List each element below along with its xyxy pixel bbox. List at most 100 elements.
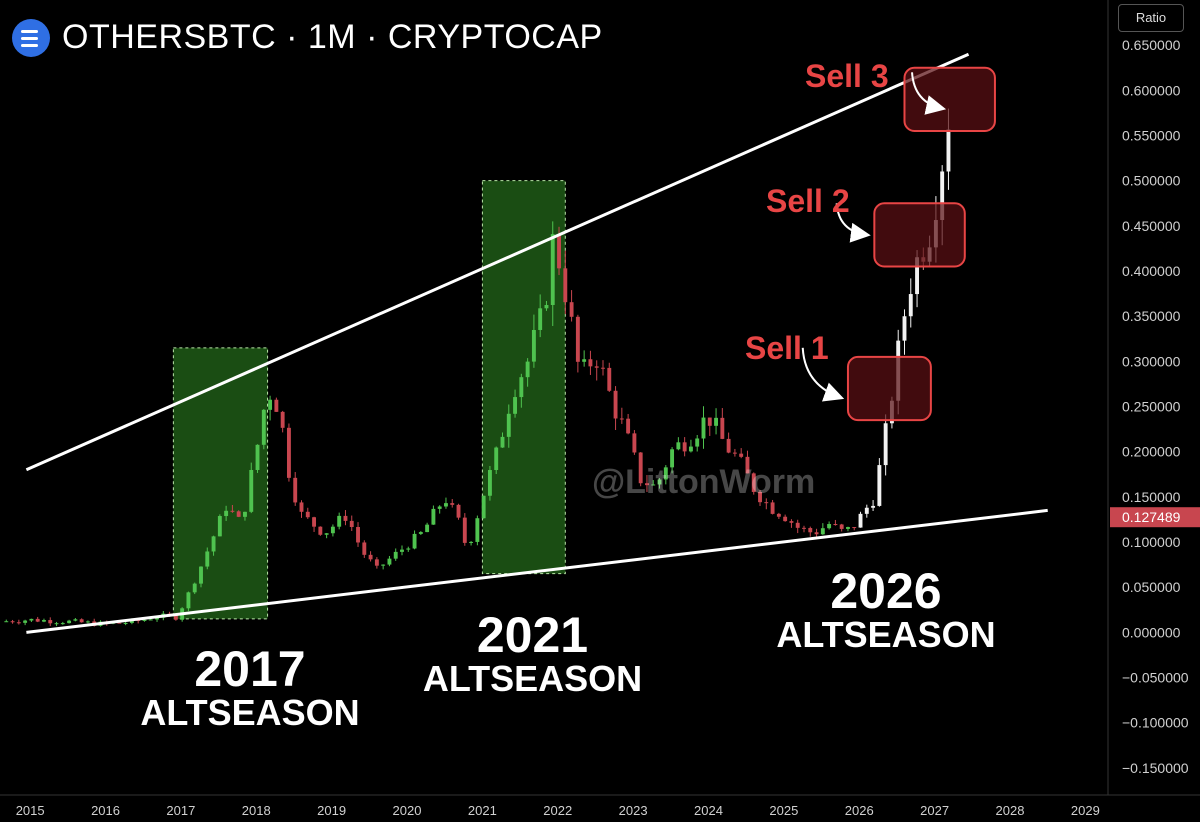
x-tick-label: 2028 xyxy=(996,803,1025,818)
candle-body xyxy=(858,513,863,528)
candle-body xyxy=(601,367,605,369)
candle-body xyxy=(10,621,15,623)
candle-body xyxy=(368,554,373,560)
candle-body xyxy=(946,129,951,172)
candle-body xyxy=(915,257,919,295)
x-tick-label: 2023 xyxy=(619,803,648,818)
candle-body xyxy=(29,618,34,621)
y-tick-label: 0.000000 xyxy=(1122,624,1181,640)
x-tick-label: 2019 xyxy=(317,803,346,818)
candle-body xyxy=(852,527,857,529)
annotation-2026: 2026 ALTSEASON xyxy=(755,566,1017,654)
candle-body xyxy=(676,442,681,450)
candle-body xyxy=(682,442,687,452)
candle-body xyxy=(877,465,882,506)
y-tick-label: 0.450000 xyxy=(1122,218,1181,234)
annotation-2017-year: 2017 xyxy=(194,641,306,697)
candle-body xyxy=(883,423,888,466)
candle-body xyxy=(494,447,499,471)
symbol-title: OTHERSBTC · 1M · CRYPTOCAP xyxy=(62,18,603,56)
candle-body xyxy=(268,399,273,410)
candle-body xyxy=(588,359,593,367)
candle-body xyxy=(575,316,580,362)
candle-body xyxy=(720,417,725,439)
candle-body xyxy=(425,524,430,533)
candle-body xyxy=(356,527,360,543)
candle-body xyxy=(142,619,147,621)
candle-body xyxy=(701,417,706,439)
candle-body xyxy=(186,592,191,609)
y-tick-label: −0.150000 xyxy=(1122,760,1189,776)
annotation-2017: 2017 ALTSEASON xyxy=(120,644,380,732)
watermark: @LittonWorm xyxy=(592,463,816,501)
x-tick-label: 2024 xyxy=(694,803,723,818)
candle-body xyxy=(525,361,530,378)
candle-body xyxy=(412,533,417,549)
candle-body xyxy=(324,533,329,535)
last-price-label: 0.127489 xyxy=(1122,509,1181,525)
candle-body xyxy=(349,520,354,528)
annotation-2021-year: 2021 xyxy=(476,607,589,663)
candle-body xyxy=(330,526,335,534)
x-tick-label: 2022 xyxy=(543,803,572,818)
candle-body xyxy=(60,623,65,625)
candle-body xyxy=(833,524,838,526)
candle-body xyxy=(236,511,241,517)
x-tick-label: 2026 xyxy=(845,803,874,818)
sell-zone-3 xyxy=(903,66,996,132)
sell-arrow-3 xyxy=(911,72,947,115)
candle-body xyxy=(199,566,203,584)
candle-body xyxy=(4,621,9,623)
candle-body xyxy=(117,622,122,624)
candle-body xyxy=(469,541,474,543)
candle-body xyxy=(67,620,72,624)
candle-body xyxy=(217,516,222,537)
candle-body xyxy=(908,294,913,317)
x-tick-label: 2025 xyxy=(769,803,798,818)
candle-body xyxy=(337,515,342,527)
candle-body xyxy=(544,305,549,309)
x-tick-label: 2017 xyxy=(166,803,195,818)
candle-body xyxy=(35,618,40,622)
candle-body xyxy=(437,506,442,509)
candle-body xyxy=(657,479,662,485)
trendline-lower xyxy=(26,508,1048,634)
y-tick-label: 0.550000 xyxy=(1122,128,1181,144)
y-tick-label: −0.050000 xyxy=(1122,670,1189,686)
candle-body xyxy=(205,551,210,567)
candle-body xyxy=(940,171,945,221)
candle-body xyxy=(85,621,90,623)
ratio-scale-button[interactable]: Ratio xyxy=(1118,4,1184,32)
candle-body xyxy=(626,418,631,434)
candle-body xyxy=(456,504,461,518)
candle-body xyxy=(299,502,304,512)
sell-arrow-2 xyxy=(835,203,871,243)
y-tick-label: 0.350000 xyxy=(1122,308,1181,324)
candle-body xyxy=(846,527,850,529)
x-tick-label: 2020 xyxy=(393,803,422,818)
y-tick-label: 0.200000 xyxy=(1122,444,1181,460)
annotation-2021-label: ALTSEASON xyxy=(422,658,643,699)
sell-arrow-1 xyxy=(801,347,845,402)
candle-body xyxy=(726,438,731,453)
candle-body xyxy=(305,511,310,518)
candle-body xyxy=(387,558,392,565)
candle-body xyxy=(173,615,178,620)
y-tick-label: 0.100000 xyxy=(1122,534,1181,550)
candle-body xyxy=(827,524,832,529)
x-tick-label: 2016 xyxy=(91,803,120,818)
candle-body xyxy=(506,413,511,437)
candle-body xyxy=(550,234,555,306)
candle-body xyxy=(776,513,781,517)
candle-body xyxy=(808,528,813,533)
sell-1-label: Sell 1 xyxy=(745,330,829,366)
candle-body xyxy=(770,502,775,514)
candle-body xyxy=(663,467,668,480)
y-tick-label: 0.050000 xyxy=(1122,579,1181,595)
candle-body xyxy=(431,508,436,525)
x-tick-label: 2015 xyxy=(16,803,45,818)
candle-body xyxy=(814,532,819,535)
candle-body xyxy=(255,444,260,470)
y-tick-label: −0.100000 xyxy=(1122,715,1189,731)
